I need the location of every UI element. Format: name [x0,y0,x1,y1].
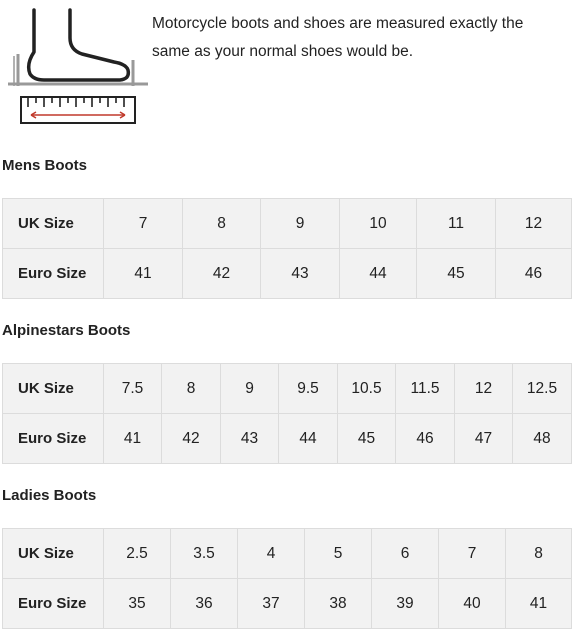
table-cell: 11.5 [395,363,455,414]
table-row-euro-size: Euro Size 35 36 37 38 39 40 41 [2,578,572,629]
table-cell: 46 [395,413,455,464]
table-cell: 5 [304,528,372,579]
table-cell: 43 [260,248,340,299]
alpinestars-boots-size-table: UK Size 7.5 8 9 9.5 10.5 11.5 12 12.5 Eu… [2,363,572,464]
table-cell: 2.5 [103,528,171,579]
table-cell: 10 [339,198,417,249]
table-cell: 37 [237,578,305,629]
mens-boots-size-table: UK Size 7 8 9 10 11 12 Euro Size 41 42 4… [2,198,572,299]
ladies-boots-size-table: UK Size 2.5 3.5 4 5 6 7 8 Euro Size 35 3… [2,528,572,629]
table-cell: 11 [416,198,496,249]
table-cell: 6 [371,528,439,579]
row-label-uk-size: UK Size [2,528,104,579]
table-cell: 41 [103,413,162,464]
table-cell: 47 [454,413,513,464]
table-cell: 35 [103,578,171,629]
row-label-euro-size: Euro Size [2,413,104,464]
table-cell: 7.5 [103,363,162,414]
row-label-uk-size: UK Size [2,363,104,414]
table-cell: 4 [237,528,305,579]
table-cell: 7 [438,528,506,579]
table-cell: 8 [161,363,221,414]
table-cell: 48 [512,413,572,464]
table-row-uk-size: UK Size 7 8 9 10 11 12 [2,198,572,249]
table-cell: 38 [304,578,372,629]
table-cell: 42 [182,248,261,299]
alpinestars-boots-heading: Alpinestars Boots [2,322,131,339]
table-cell: 9.5 [278,363,338,414]
ladies-boots-heading: Ladies Boots [2,487,97,504]
mens-boots-heading: Mens Boots [2,157,88,174]
row-label-euro-size: Euro Size [2,578,104,629]
table-cell: 41 [103,248,183,299]
table-cell: 45 [337,413,396,464]
intro-section: Motorcycle boots and shoes are measured … [0,0,574,130]
table-row-uk-size: UK Size 7.5 8 9 9.5 10.5 11.5 12 12.5 [2,363,572,414]
table-row-euro-size: Euro Size 41 42 43 44 45 46 [2,248,572,299]
foot-measurement-icon [8,8,148,124]
row-label-euro-size: Euro Size [2,248,104,299]
table-cell: 40 [438,578,506,629]
table-cell: 9 [260,198,340,249]
table-cell: 43 [220,413,279,464]
table-cell: 12 [495,198,572,249]
table-cell: 8 [505,528,572,579]
row-label-uk-size: UK Size [2,198,104,249]
table-cell: 41 [505,578,572,629]
table-cell: 12 [454,363,513,414]
table-cell: 36 [170,578,238,629]
table-row-uk-size: UK Size 2.5 3.5 4 5 6 7 8 [2,528,572,579]
table-cell: 12.5 [512,363,572,414]
table-cell: 44 [278,413,338,464]
table-cell: 7 [103,198,183,249]
table-cell: 8 [182,198,261,249]
table-cell: 44 [339,248,417,299]
intro-description: Motorcycle boots and shoes are measured … [152,15,524,60]
table-cell: 10.5 [337,363,396,414]
table-cell: 9 [220,363,279,414]
table-cell: 45 [416,248,496,299]
table-cell: 46 [495,248,572,299]
table-row-euro-size: Euro Size 41 42 43 44 45 46 47 48 [2,413,572,464]
table-cell: 3.5 [170,528,238,579]
table-cell: 39 [371,578,439,629]
table-cell: 42 [161,413,221,464]
